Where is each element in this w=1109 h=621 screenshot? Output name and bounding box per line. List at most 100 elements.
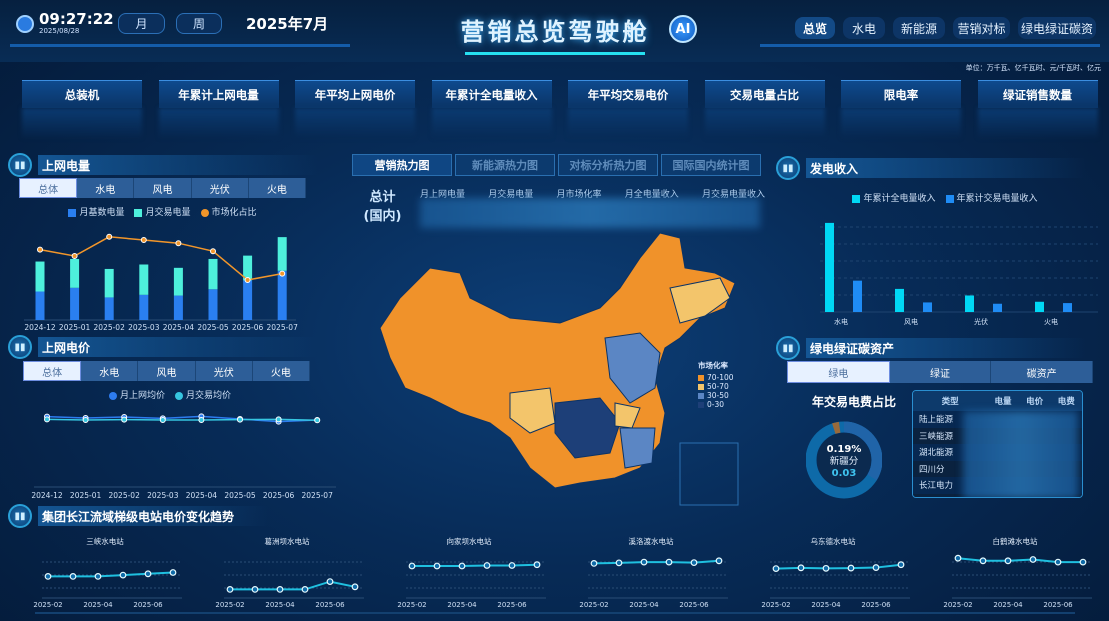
tab-benchmark-heatmap[interactable]: 对标分析热力图 xyxy=(558,154,658,176)
china-map[interactable] xyxy=(370,228,750,508)
unit-note: 单位：万千瓦、亿千瓦时、元/千瓦时、亿元 xyxy=(965,64,1101,72)
table-row[interactable]: 陆上能源 xyxy=(913,411,1082,428)
ratio-point xyxy=(140,237,147,243)
legend-item[interactable]: 年累计全电量收入 xyxy=(852,191,936,204)
current-month[interactable]: 2025年7月 xyxy=(246,15,329,33)
x-tick-label: 2025-06 xyxy=(133,601,163,609)
x-tick-label: 2025-04 xyxy=(83,601,113,609)
map-region-high[interactable] xyxy=(379,232,736,489)
map-region-mid[interactable] xyxy=(509,387,556,434)
tab-carbon[interactable]: 碳资产 xyxy=(991,361,1094,383)
week-button[interactable]: 周 xyxy=(176,13,222,34)
x-tick-label: 光伏 xyxy=(974,317,988,326)
nav-green[interactable]: 绿电绿证碳资 xyxy=(1018,17,1096,39)
kpi-card[interactable]: 年累计全电量收入 xyxy=(431,80,552,108)
chart-legend: 月基数电量 月交易电量 市场化占比 xyxy=(20,205,305,218)
nav-benchmark[interactable]: 营销对标 xyxy=(953,17,1010,39)
station-chart: 2025-02 2025-04 2025-06 xyxy=(579,557,728,609)
station-price-point xyxy=(483,562,491,569)
section-title: 绿电绿证碳资产 xyxy=(806,338,1086,358)
donut-label: 0.19% 新疆分 0.03 xyxy=(826,444,862,479)
legend-item[interactable]: 月基数电量 xyxy=(68,205,124,218)
bar-trade xyxy=(208,258,218,290)
month-button[interactable]: 月 xyxy=(118,13,165,34)
x-tick-label: 2025-04 xyxy=(629,601,659,609)
nav-new-energy[interactable]: 新能源 xyxy=(893,17,945,39)
donut-slice[interactable] xyxy=(806,421,882,499)
map-region-low[interactable] xyxy=(604,332,661,404)
bar-trade xyxy=(70,258,80,288)
legend-item[interactable]: 70-100 xyxy=(698,373,734,382)
station-price-point xyxy=(665,558,673,566)
kpi-card[interactable]: 交易电量占比 xyxy=(704,80,825,108)
tab-thermal[interactable]: 火电 xyxy=(248,178,307,198)
kpi-card[interactable]: 限电率 xyxy=(841,80,961,108)
x-tick-label: 2025-06 xyxy=(315,601,345,609)
legend-item[interactable]: 市场化占比 xyxy=(200,205,257,218)
map-region-low[interactable] xyxy=(619,427,656,469)
map-legend: 市场化率 70-100 50-70 30-50 0-30 xyxy=(698,360,734,409)
x-tick-label: 2025-06 xyxy=(861,601,891,609)
tab-stats-chart[interactable]: 国际国内统计图 xyxy=(661,154,761,176)
tab-solar[interactable]: 光伏 xyxy=(191,178,249,198)
table-row[interactable]: 湖北能源 xyxy=(913,444,1082,461)
station-price-point xyxy=(433,562,441,570)
divider xyxy=(10,44,350,47)
map-region-lowest[interactable] xyxy=(554,397,621,459)
grid-price-chart: 2024-12 2025-01 2025-02 2025-03 2025-04 2025-… xyxy=(31,413,336,500)
legend-item[interactable]: 0-30 xyxy=(698,400,734,409)
legend-item[interactable]: 50-70 xyxy=(698,382,734,391)
ratio-point xyxy=(279,270,286,277)
tab-green-cert[interactable]: 绿证 xyxy=(889,361,992,383)
scrollbar[interactable] xyxy=(35,612,1075,614)
nav-overview[interactable]: 总览 xyxy=(795,17,835,39)
legend-item[interactable]: 30-50 xyxy=(698,391,734,400)
tab-green-power[interactable]: 绿电 xyxy=(787,361,890,383)
tab-wind[interactable]: 风电 xyxy=(138,361,196,381)
ai-button[interactable]: AI xyxy=(669,15,697,43)
kpi-card[interactable]: 绿证销售数量 xyxy=(977,80,1098,108)
donut-chart[interactable] xyxy=(806,418,882,504)
column-header: 月市场化率 xyxy=(556,190,602,200)
station-price-point xyxy=(797,564,805,572)
legend-item[interactable]: 月交易电量 xyxy=(134,205,191,218)
tab-marketing-heatmap[interactable]: 营销热力图 xyxy=(352,154,452,176)
section-title: 上网电价 xyxy=(38,337,318,357)
station-price-point xyxy=(119,571,127,579)
nav-hydro[interactable]: 水电 xyxy=(843,17,885,39)
legend-item[interactable]: 年累计交易电量收入 xyxy=(945,191,1038,204)
bar-total-revenue xyxy=(895,288,904,312)
station-price-line xyxy=(230,580,356,591)
divider xyxy=(465,52,645,55)
bar-trade xyxy=(277,237,287,271)
kpi-value-blurred xyxy=(841,108,961,138)
kpi-card[interactable]: 年平均上网电价 xyxy=(295,80,415,108)
kpi-card[interactable]: 总装机 xyxy=(22,80,142,108)
legend-item[interactable]: 月上网均价 xyxy=(108,388,165,401)
table-row[interactable]: 长江电力 xyxy=(913,477,1082,494)
station-price-line xyxy=(775,563,902,570)
tab-overall[interactable]: 总体 xyxy=(23,361,82,381)
map-region-mid[interactable] xyxy=(669,277,731,324)
kpi-card[interactable]: 年累计上网电量 xyxy=(158,80,279,108)
bar-total-revenue xyxy=(1035,301,1044,312)
x-tick-label: 2025-02 xyxy=(579,601,608,609)
price-point xyxy=(159,416,166,423)
tab-wind[interactable]: 风电 xyxy=(134,178,192,198)
x-tick-label: 风电 xyxy=(904,317,918,326)
station-price-point xyxy=(822,564,830,572)
kpi-card[interactable]: 年平均交易电价 xyxy=(568,80,688,108)
tab-hydro[interactable]: 水电 xyxy=(81,361,139,381)
row-type: 陆上能源 xyxy=(919,415,954,426)
tab-solar[interactable]: 光伏 xyxy=(195,361,253,381)
legend-title: 市场化率 xyxy=(698,361,728,370)
map-region-mid[interactable] xyxy=(614,402,641,429)
tab-hydro[interactable]: 水电 xyxy=(77,178,135,198)
legend-item[interactable]: 月交易均价 xyxy=(175,388,231,401)
column-header: 电量 xyxy=(994,397,1012,407)
station-price-point xyxy=(508,562,516,569)
tab-thermal[interactable]: 火电 xyxy=(252,361,311,381)
row-type: 三峡能源 xyxy=(919,431,954,442)
tab-new-energy-heatmap[interactable]: 新能源热力图 xyxy=(455,154,555,176)
tab-overall[interactable]: 总体 xyxy=(19,178,78,198)
